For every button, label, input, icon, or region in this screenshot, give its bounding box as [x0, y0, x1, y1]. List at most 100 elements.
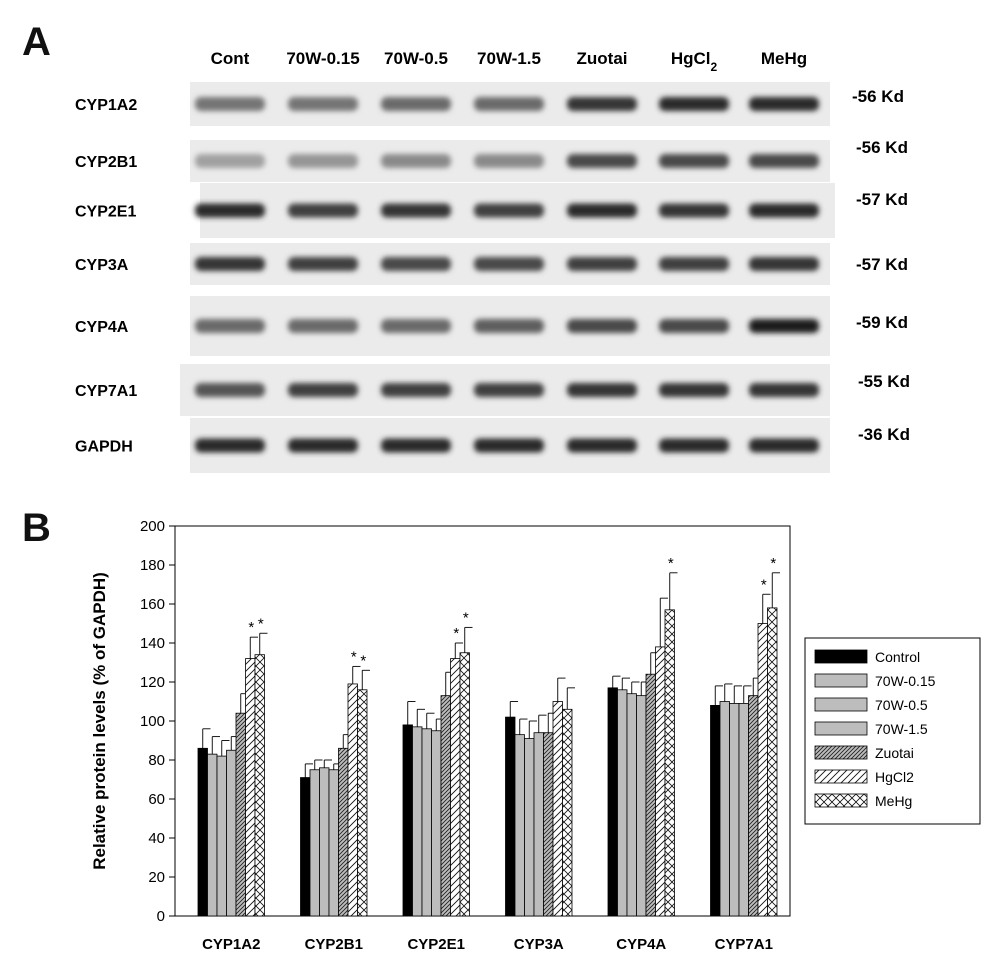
bar [216, 755, 227, 917]
legend-item: 70W-0.5 [814, 697, 928, 713]
bar [719, 701, 730, 917]
significance-marker: * [258, 615, 264, 632]
bar [245, 658, 256, 917]
y-tick-label: 160 [140, 596, 165, 613]
legend-label: Zuotai [875, 745, 914, 761]
bar [505, 716, 516, 917]
legend-item: Control [814, 649, 920, 665]
bar [607, 687, 618, 917]
y-tick-label: 20 [148, 869, 165, 886]
legend-label: 70W-1.5 [875, 721, 928, 737]
bar [235, 712, 246, 917]
blot-band [288, 154, 358, 168]
lane-label-7: MeHg [761, 49, 807, 68]
significance-marker: * [360, 652, 366, 669]
bar [412, 726, 423, 917]
bar [645, 673, 656, 917]
y-tick-label: 0 [157, 908, 165, 925]
blot-band [567, 154, 637, 168]
protein-label: GAPDH [75, 439, 133, 456]
bar-group: * [459, 609, 473, 917]
blot-band [288, 203, 358, 218]
blot-band [749, 257, 819, 271]
y-tick-label: 200 [140, 518, 165, 535]
bar-group: * [664, 555, 678, 917]
bar [347, 683, 358, 917]
legend-item: Zuotai [814, 745, 914, 761]
bar [226, 749, 237, 917]
y-axis-label: Relative protein levels (% of GAPDH) [90, 572, 109, 870]
blot-band [381, 319, 451, 333]
bar-chart: 0 20 40 60 80 100 120 140 160 180 200 Relative prot… [90, 518, 981, 953]
bar [421, 728, 432, 917]
legend-swatch [814, 673, 868, 688]
blot-band [288, 319, 358, 333]
significance-marker: * [453, 625, 459, 642]
bar [552, 701, 563, 917]
blot-row-cyp4a: CYP4A -59 Kd [75, 296, 908, 356]
legend-item: 70W-0.15 [814, 673, 936, 689]
blot-row-cyp2b1: CYP2B1 -56 Kd [75, 138, 908, 182]
legend-item: 70W-1.5 [814, 721, 928, 737]
significance-marker: * [668, 555, 674, 572]
lane-label-1: Cont [211, 49, 250, 68]
blot-row-cyp3a: CYP3A -57 Kd [75, 243, 908, 285]
significance-marker: * [463, 609, 469, 626]
blot-band [567, 319, 637, 333]
blot-band [567, 97, 637, 111]
blot-band [381, 203, 451, 218]
blot-band [474, 438, 544, 453]
bar [254, 654, 265, 917]
molecular-weight-label: -57 Kd [856, 255, 908, 274]
blot-band [749, 383, 819, 397]
blot-band [288, 97, 358, 111]
protein-label: CYP7A1 [75, 383, 137, 400]
blot-band [381, 154, 451, 168]
bar [197, 747, 208, 917]
bar [309, 769, 320, 917]
legend-swatch [814, 721, 868, 736]
protein-label: CYP3A [75, 257, 129, 274]
y-tick-label: 180 [140, 557, 165, 574]
protein-label: CYP4A [75, 319, 129, 336]
blot-band [474, 257, 544, 271]
lane-label-4: 70W-1.5 [477, 49, 541, 68]
blot-band [195, 97, 265, 111]
x-category-label: CYP2B1 [305, 936, 363, 953]
blot-band [749, 154, 819, 168]
bar [357, 689, 368, 917]
bar [767, 607, 778, 917]
blot-band [474, 319, 544, 333]
legend-swatch [814, 697, 868, 712]
legend-label: 70W-0.15 [875, 673, 936, 689]
bar [440, 695, 451, 917]
blot-band [195, 203, 265, 218]
blot-band [749, 438, 819, 453]
blot-band [567, 203, 637, 218]
blot-band [749, 203, 819, 218]
western-blot-panel: Cont 70W-0.15 70W-0.5 70W-1.5 Zuotai HgCl2 MeH… [75, 49, 910, 473]
panel-a-label: A [22, 20, 51, 64]
bar-group: * [357, 652, 370, 917]
legend-label: HgCl2 [875, 769, 914, 785]
bar [636, 695, 647, 917]
blot-band [288, 257, 358, 271]
blot-row-cyp7a1: CYP7A1 -55 Kd [75, 364, 910, 416]
legend-item: MeHg [814, 793, 912, 809]
blot-band [288, 383, 358, 397]
molecular-weight-label: -55 Kd [858, 372, 910, 391]
bar [207, 753, 218, 917]
blot-band [567, 257, 637, 271]
blot-band [474, 203, 544, 218]
blot-band [659, 438, 729, 453]
blot-band [288, 438, 358, 453]
bar [431, 730, 442, 917]
bar-group: * [767, 555, 780, 917]
protein-label: CYP2E1 [75, 204, 136, 221]
molecular-weight-label: -36 Kd [858, 425, 910, 444]
x-category-label: CYP1A2 [202, 936, 260, 953]
bar [514, 734, 525, 917]
bar [543, 732, 554, 917]
blot-band [474, 154, 544, 168]
bar [562, 708, 573, 917]
